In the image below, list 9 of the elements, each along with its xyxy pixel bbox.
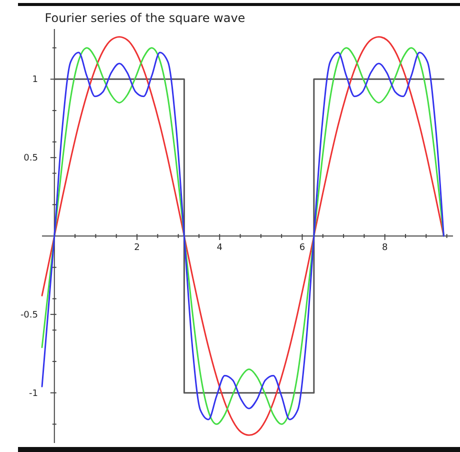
x-tick-label: 8: [382, 243, 388, 253]
y-tick-label: -0.5: [20, 310, 38, 320]
y-tick-label: 1: [32, 75, 38, 86]
y-tick-label: 0.5: [24, 154, 38, 164]
chart-title: Fourier series of the square wave: [44, 11, 246, 25]
y-tick-label: -1: [29, 388, 38, 399]
x-tick-label: 4: [216, 243, 223, 253]
x-tick-label: 2: [134, 243, 140, 253]
x-tick-label: 6: [299, 243, 306, 253]
